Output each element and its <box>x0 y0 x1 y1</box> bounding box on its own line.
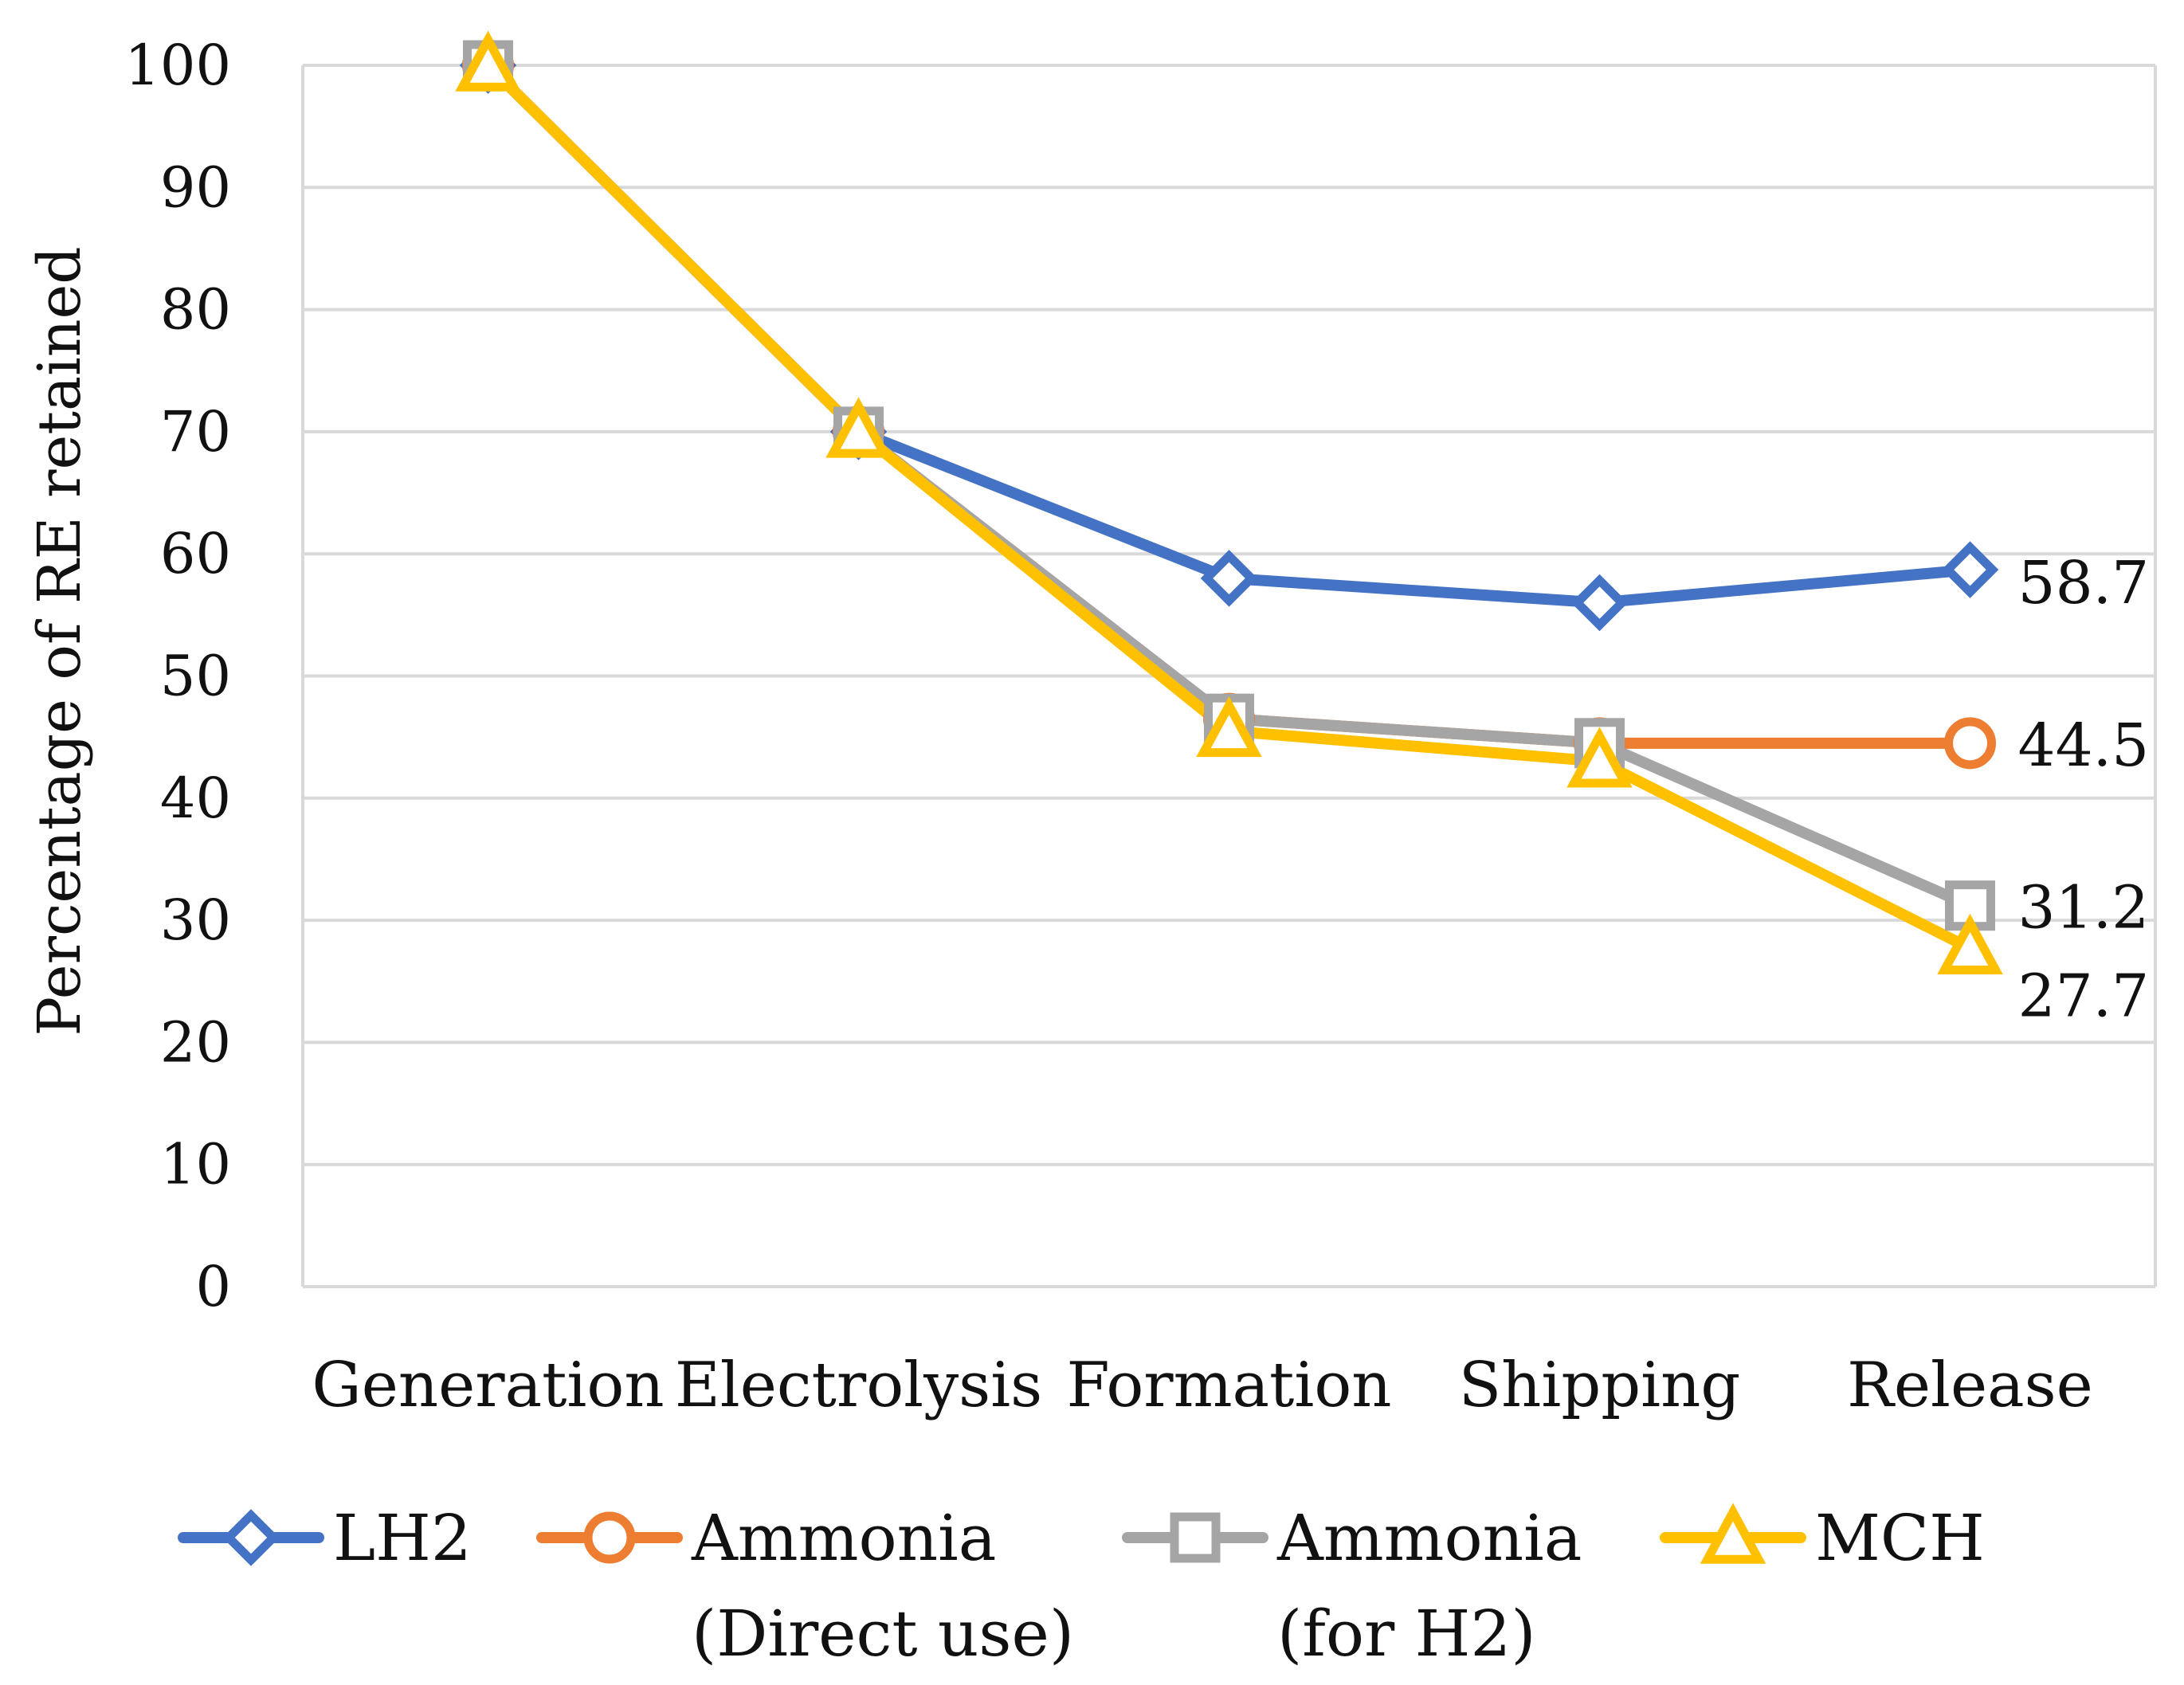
data-label: 58.7 <box>2018 549 2150 617</box>
legend-label: (for H2) <box>1277 1597 1536 1671</box>
y-tick-label: 10 <box>160 1132 231 1197</box>
series-markers <box>455 30 2003 975</box>
legend-label: MCH <box>1815 1501 1985 1575</box>
y-tick-label: 20 <box>160 1009 231 1075</box>
data-label: 27.7 <box>2018 962 2150 1030</box>
y-tick-label: 50 <box>160 644 231 709</box>
series-line-1 <box>482 60 1976 749</box>
series-line-3 <box>482 60 1976 954</box>
legend-label: Ammonia <box>691 1501 996 1575</box>
y-tick-label: 40 <box>160 766 231 831</box>
legend-item-3: MCH <box>1660 1501 1985 1575</box>
x-tick-label: Formation <box>1066 1350 1391 1421</box>
data-point <box>1944 717 1996 770</box>
legend-item-1: Ammonia (Direct use) <box>536 1501 1074 1671</box>
data-point <box>1941 541 1999 598</box>
data-point <box>455 30 521 92</box>
y-axis-label: Percentage of RE retained <box>25 246 94 1036</box>
legend-item-0: LH2 <box>178 1501 472 1575</box>
y-tick-label: 0 <box>195 1254 231 1319</box>
y-tick-label: 60 <box>160 521 231 586</box>
x-tick-label: Shipping <box>1459 1350 1741 1421</box>
legend-marker <box>583 1511 636 1564</box>
legend-label: Ammonia <box>1276 1501 1582 1575</box>
series-markers-2 <box>463 40 1995 931</box>
data-point <box>1570 574 1629 632</box>
y-tick-label: 70 <box>160 399 231 464</box>
series-markers-3 <box>455 30 2003 975</box>
data-point <box>1937 913 2003 975</box>
y-tick-label: 80 <box>160 277 231 343</box>
y-axis-ticks: 0 10 20 30 40 50 60 70 80 90 100 <box>124 33 231 1319</box>
y-tick-label: 90 <box>160 155 231 220</box>
data-point <box>1196 696 1262 758</box>
data-label: 31.2 <box>2018 874 2150 942</box>
x-tick-label: Electrolysis <box>675 1350 1042 1421</box>
data-label: 44.5 <box>2018 711 2150 780</box>
legend-marker <box>1700 1503 1766 1564</box>
legend-marker <box>222 1509 280 1566</box>
series-lines <box>482 60 1976 954</box>
x-tick-label: Generation <box>312 1350 664 1421</box>
legend-label: (Direct use) <box>692 1597 1074 1671</box>
legend-item-2: Ammonia (for H2) <box>1122 1501 1582 1671</box>
gridlines <box>301 64 2157 1288</box>
legend: LH2 Ammonia (Direct use) Ammonia (for H2) MCH <box>178 1501 1985 1671</box>
series-line-2 <box>482 60 1976 911</box>
data-point <box>1566 727 1633 788</box>
x-tick-label: Release <box>1847 1350 2093 1421</box>
legend-label: LH2 <box>333 1501 472 1575</box>
data-point <box>825 397 892 458</box>
y-tick-label: 100 <box>124 33 231 98</box>
data-labels: 58.7 44.5 31.2 27.7 <box>2018 549 2150 1030</box>
y-tick-label: 30 <box>160 888 231 953</box>
series-line-0 <box>482 60 1976 609</box>
legend-marker <box>1170 1512 1221 1563</box>
x-axis-categories: Generation Electrolysis Formation Shipping R… <box>312 1350 2092 1421</box>
series-markers-0 <box>459 37 1999 632</box>
data-point <box>1200 550 1258 607</box>
series-markers-1 <box>462 39 1996 770</box>
